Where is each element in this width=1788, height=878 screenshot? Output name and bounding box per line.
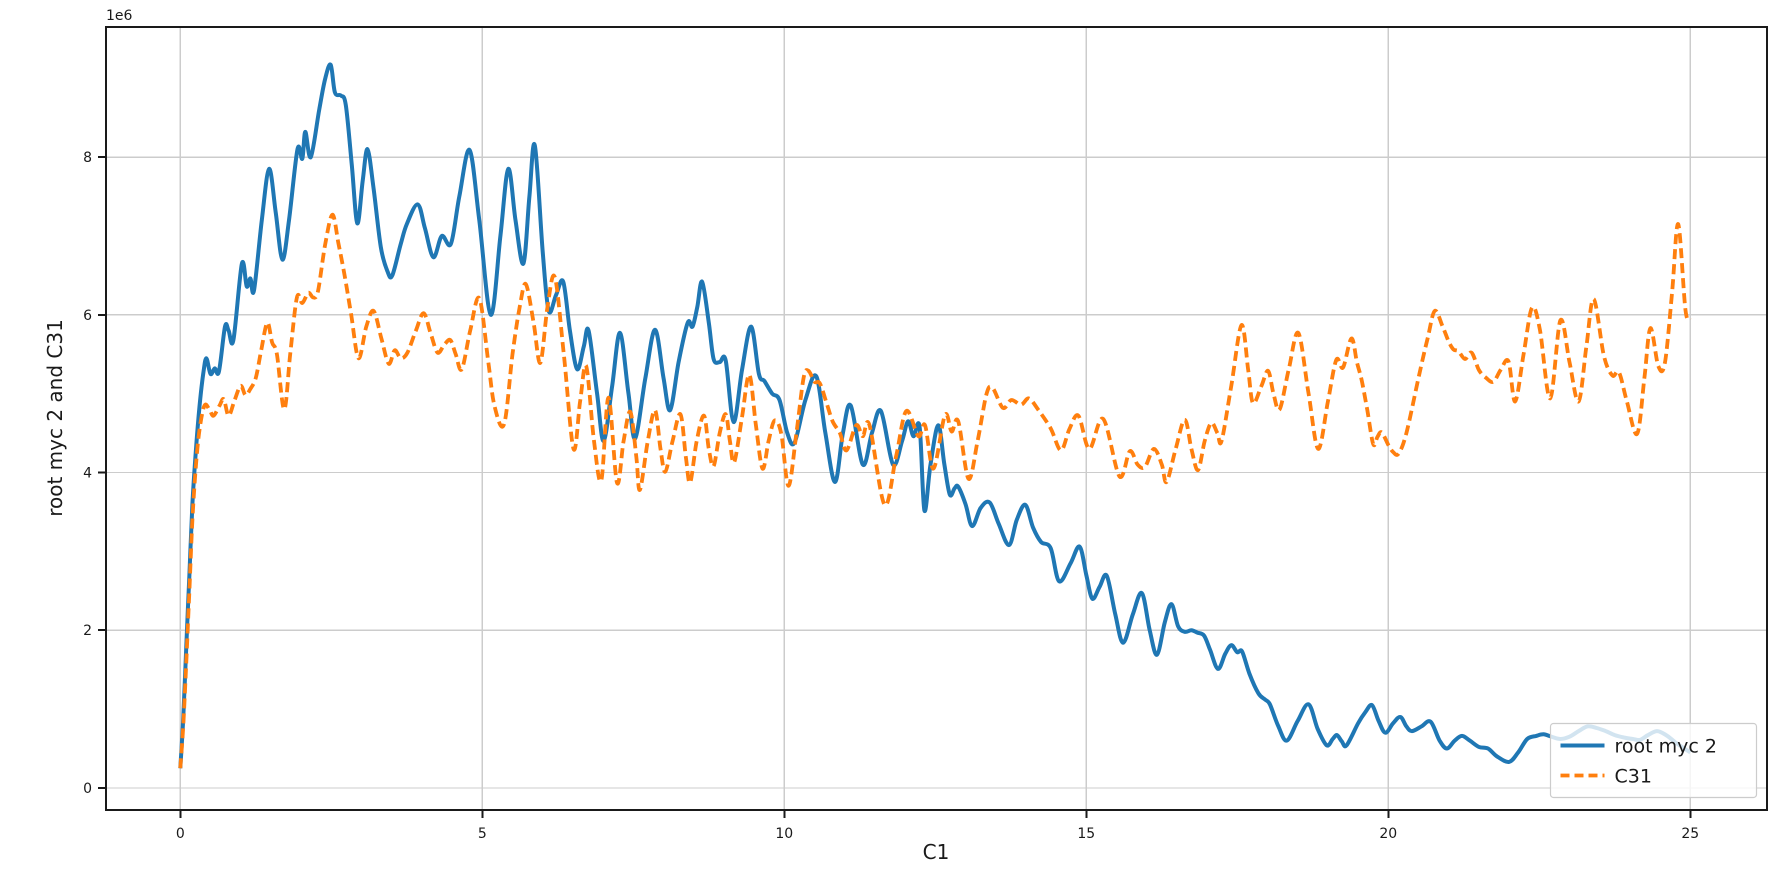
series-layer bbox=[178, 62, 1692, 769]
y-tick-label: 0 bbox=[83, 781, 92, 797]
legend: root myc 2 C31 bbox=[1549, 722, 1758, 799]
y-tick-label: 6 bbox=[83, 308, 92, 324]
axis-layer bbox=[98, 26, 1768, 818]
plot-border bbox=[105, 26, 1768, 811]
x-tick-label: 25 bbox=[1681, 826, 1699, 842]
x-tick-label: 10 bbox=[775, 826, 793, 842]
x-tick-label: 0 bbox=[176, 826, 185, 842]
y-axis-label: root myc 2 and C31 bbox=[43, 319, 67, 517]
x-tick-label: 15 bbox=[1077, 826, 1095, 842]
y-axis-offset-text: 1e6 bbox=[106, 8, 133, 24]
y-tick-label: 8 bbox=[83, 150, 92, 166]
legend-entry-label: C31 bbox=[1615, 766, 1652, 788]
x-tick-label: 5 bbox=[478, 826, 487, 842]
tick-label-layer: 0 5 10 15 20 25 0 2 4 6 8 bbox=[83, 150, 1699, 842]
grid-layer bbox=[106, 27, 1767, 810]
series-c31-line bbox=[178, 212, 1692, 769]
y-tick-label: 4 bbox=[83, 466, 92, 482]
legend-entry-label: root myc 2 bbox=[1615, 736, 1717, 758]
y-tick-label: 2 bbox=[83, 623, 92, 639]
legend-box bbox=[1549, 722, 1758, 799]
x-tick-label: 20 bbox=[1379, 826, 1397, 842]
series-root-myc-2-line bbox=[178, 62, 1692, 769]
x-axis-label: C1 bbox=[923, 840, 950, 864]
